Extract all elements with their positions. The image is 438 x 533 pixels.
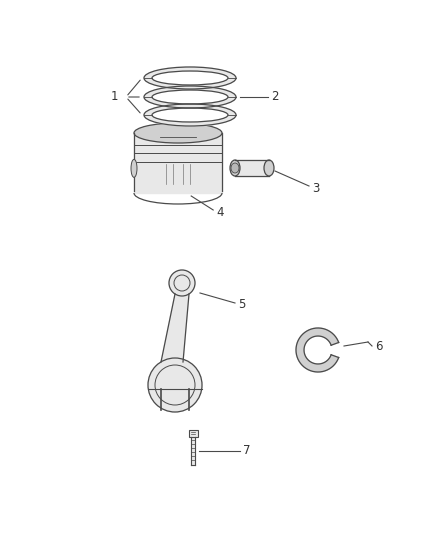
Polygon shape	[148, 358, 202, 412]
Polygon shape	[191, 437, 195, 465]
Polygon shape	[144, 86, 236, 108]
Bar	[189, 430, 198, 437]
Text: 1: 1	[110, 91, 118, 103]
Text: 5: 5	[238, 298, 245, 311]
Text: 7: 7	[243, 445, 251, 457]
Polygon shape	[144, 104, 236, 126]
Text: 4: 4	[216, 206, 224, 219]
Ellipse shape	[230, 160, 240, 176]
Ellipse shape	[134, 123, 222, 143]
Polygon shape	[134, 133, 222, 193]
Polygon shape	[144, 67, 236, 89]
Text: 6: 6	[375, 340, 382, 352]
Polygon shape	[235, 160, 269, 176]
Ellipse shape	[131, 159, 137, 177]
Text: 3: 3	[312, 182, 319, 195]
Polygon shape	[296, 328, 339, 372]
Text: 2: 2	[271, 91, 279, 103]
Polygon shape	[161, 294, 189, 362]
Ellipse shape	[231, 163, 239, 173]
Polygon shape	[169, 270, 195, 296]
Ellipse shape	[264, 160, 274, 176]
